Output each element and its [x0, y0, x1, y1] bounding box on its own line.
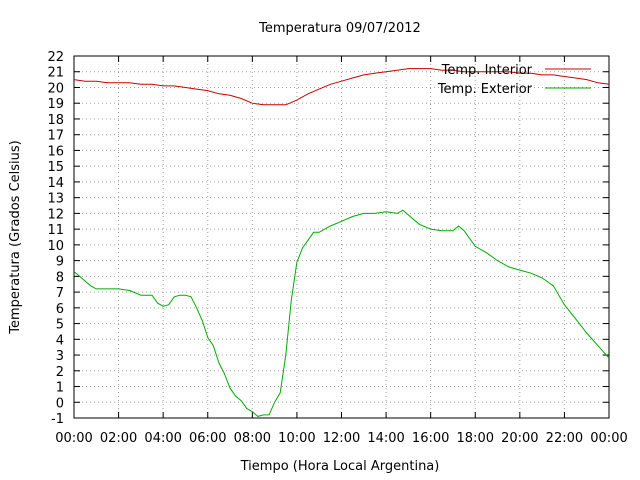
y-tick-label: -1 — [51, 412, 64, 427]
y-tick-label: 3 — [56, 349, 64, 364]
axis-ticks — [73, 55, 610, 419]
y-tick-label: 13 — [47, 192, 64, 207]
x-tick-label: 14:00 — [367, 431, 404, 446]
y-tick-label: 5 — [56, 318, 64, 333]
x-tick-label: 16:00 — [412, 431, 449, 446]
y-tick-label: 16 — [47, 144, 64, 159]
x-tick-label: 18:00 — [457, 431, 494, 446]
x-tick-label: 10:00 — [278, 431, 315, 446]
y-tick-label: 15 — [47, 160, 64, 175]
x-tick-label: 00:00 — [55, 431, 92, 446]
x-tick-label: 02:00 — [100, 431, 137, 446]
y-tick-label: 0 — [56, 396, 64, 411]
y-tick-label: 1 — [56, 381, 64, 396]
x-axis-label: Tiempo (Hora Local Argentina) — [240, 459, 440, 474]
x-tick-label: 08:00 — [234, 431, 271, 446]
legend: Temp. Interior Temp. Exterior — [437, 63, 591, 97]
x-tick-label: 22:00 — [546, 431, 583, 446]
y-tick-label: 18 — [47, 113, 64, 128]
y-axis-label: Temperatura (Grados Celsius) — [8, 140, 23, 334]
y-tick-label: 22 — [47, 50, 64, 65]
y-tick-label: 20 — [47, 81, 64, 96]
y-tick-label: 10 — [47, 239, 64, 254]
y-tick-label: 8 — [56, 270, 64, 285]
chart-title: Temperatura 09/07/2012 — [258, 21, 421, 36]
x-tick-label: 00:00 — [590, 431, 627, 446]
x-tick-label: 06:00 — [189, 431, 226, 446]
grid — [74, 56, 609, 418]
y-tick-label: 9 — [56, 255, 64, 270]
series-line-1 — [73, 68, 610, 106]
legend-label-2: Temp. Exterior — [437, 82, 533, 97]
x-tick-label: 12:00 — [323, 431, 360, 446]
legend-label-1: Temp. Interior — [441, 63, 533, 78]
y-tick-label: 4 — [56, 333, 64, 348]
y-tick-label: 6 — [56, 302, 64, 317]
x-tick-label: 04:00 — [144, 431, 181, 446]
y-tick-label: 2 — [56, 365, 64, 380]
y-tick-label: 19 — [47, 97, 64, 112]
y-tick-label: 12 — [47, 207, 64, 222]
series-line-2 — [73, 209, 610, 417]
x-tick-labels: 00:00 02:00 04:00 06:00 08:00 10:00 12:00 14:00… — [55, 431, 627, 446]
y-tick-label: 7 — [56, 286, 64, 301]
y-tick-label: 21 — [47, 66, 64, 81]
x-tick-label: 20:00 — [501, 431, 538, 446]
y-tick-label: 11 — [47, 223, 64, 238]
y-tick-label: 14 — [47, 176, 64, 191]
series-lines — [73, 68, 610, 417]
y-tick-label: 17 — [47, 129, 64, 144]
